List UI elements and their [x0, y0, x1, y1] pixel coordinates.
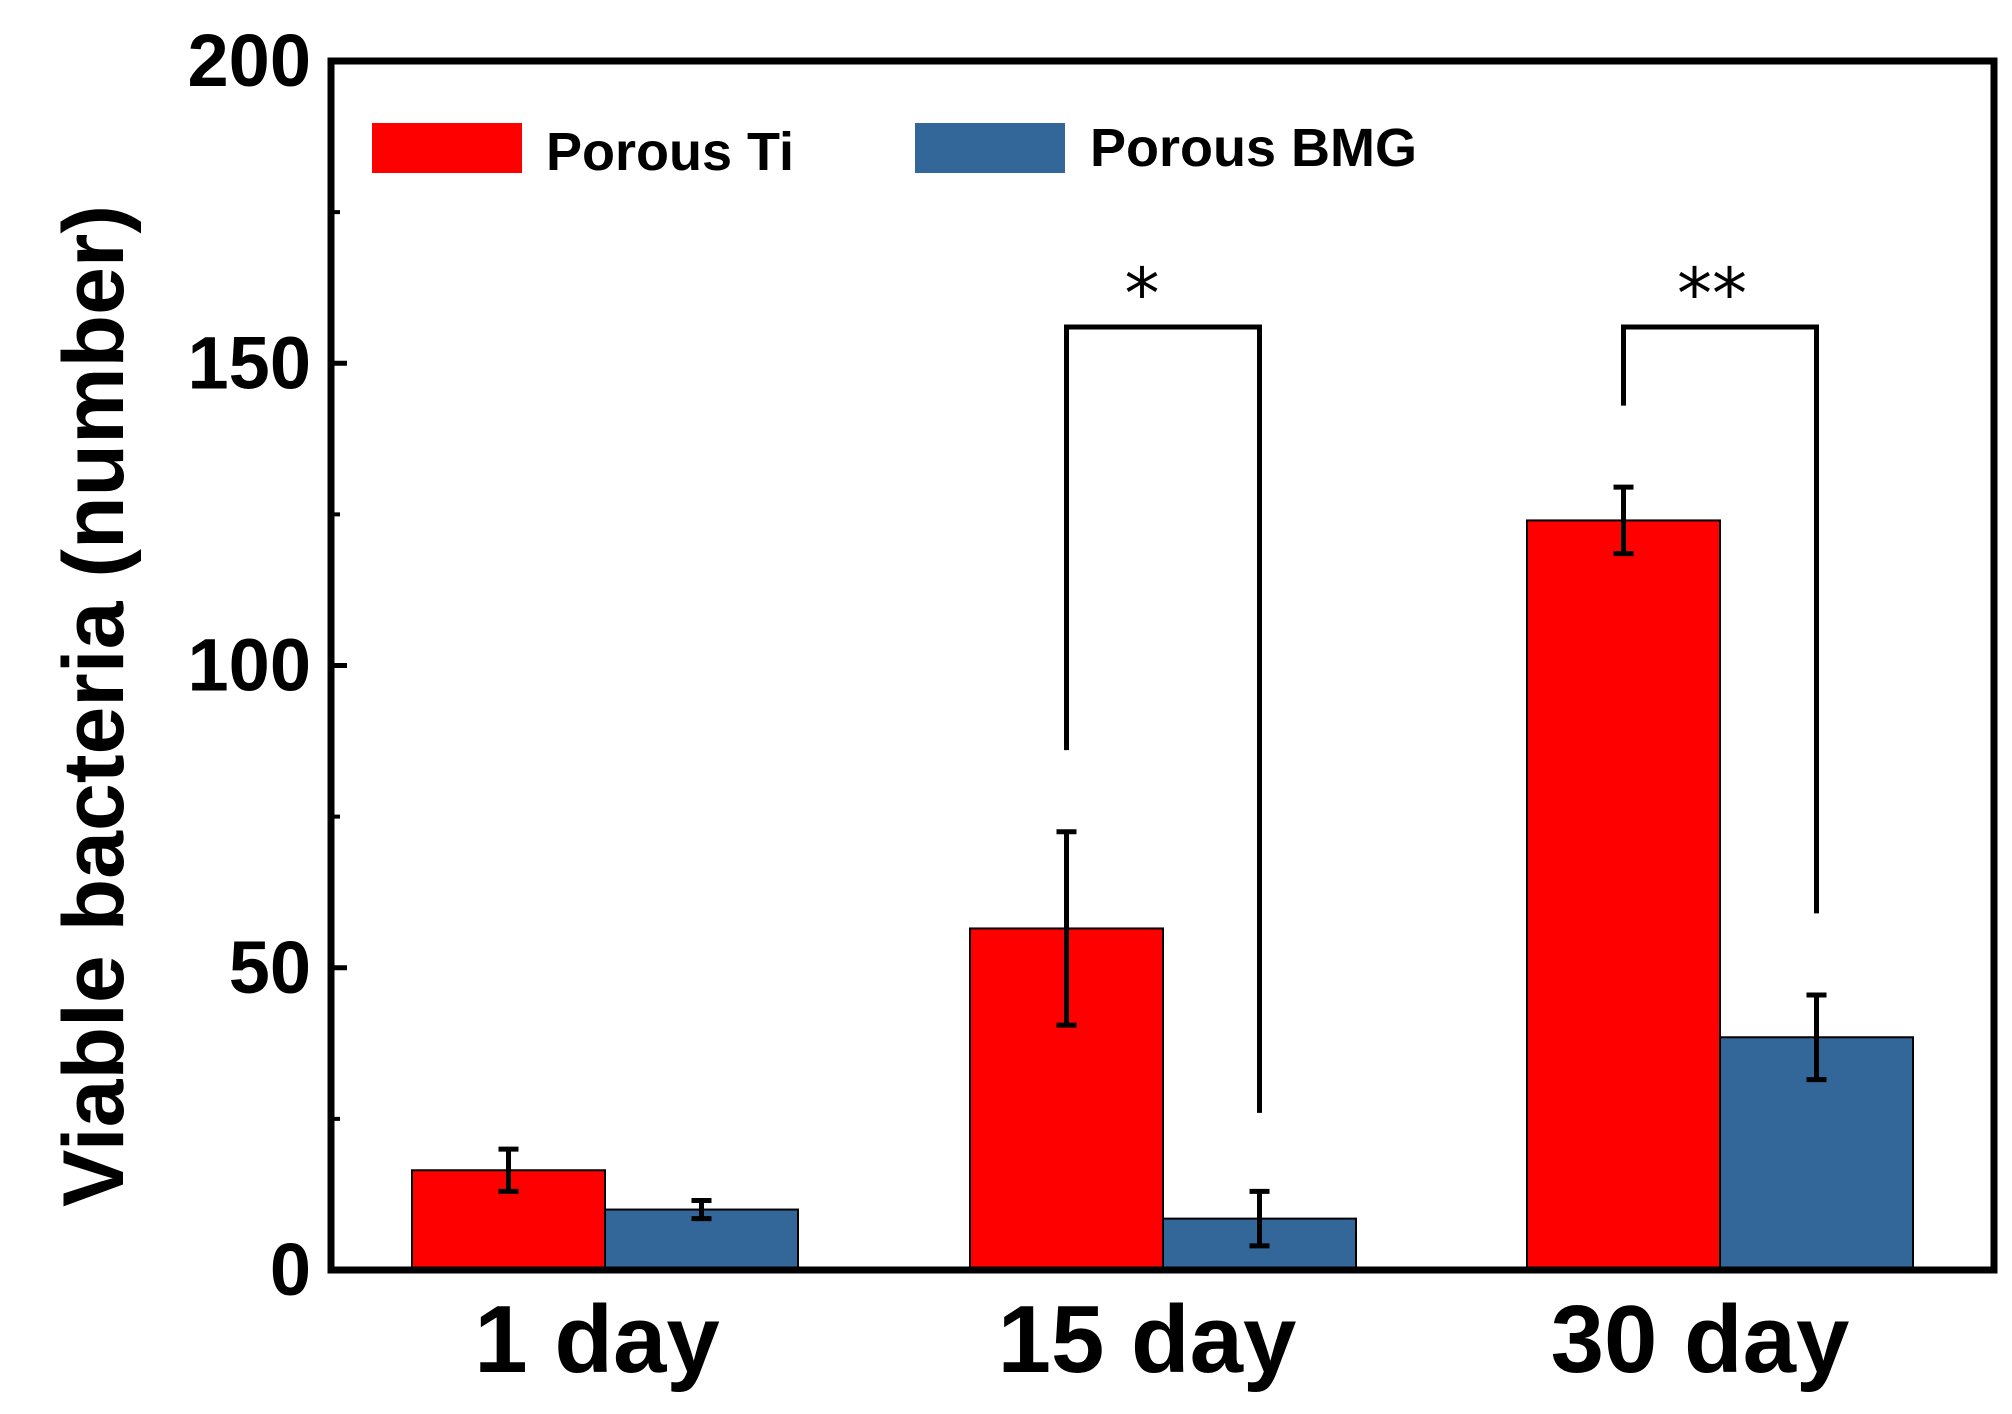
error-bar-porous-ti-1-day — [498, 1146, 519, 1194]
legend-label-porous-bmg: Porous BMG — [1090, 118, 1417, 178]
error-bar-porous-ti-30-day — [1613, 484, 1634, 557]
x-tick-label-1-day: 1 day — [474, 1286, 719, 1393]
y-tick-label-200: 200 — [188, 19, 311, 102]
error-bar-porous-ti-15-day — [1056, 829, 1077, 1028]
plot-frame — [327, 57, 1998, 1274]
significance-bracket-15-day — [1064, 324, 1262, 1113]
error-bar-porous-bmg-30-day — [1806, 992, 1827, 1083]
y-tick-label-100: 100 — [188, 624, 311, 707]
y-tick-label-50: 50 — [229, 926, 311, 1009]
x-tick-label-30-day: 30 day — [1551, 1286, 1850, 1393]
x-tick-label-15-day: 15 day — [998, 1286, 1297, 1393]
significance-label-30-day: ** — [1677, 253, 1747, 335]
significance-label-15-day: * — [1125, 253, 1160, 335]
bar-porous-ti-30-day — [1526, 519, 1721, 1271]
error-bar-porous-bmg-1-day — [691, 1197, 712, 1222]
error-bar-porous-bmg-15-day — [1249, 1188, 1270, 1249]
y-tick-label-0: 0 — [270, 1228, 311, 1311]
significance-bracket-30-day — [1621, 324, 1819, 914]
y-axis-title: Viable bacteria (number) — [46, 205, 142, 1207]
legend-swatch-porous-bmg — [915, 123, 1065, 173]
legend: Porous Ti Porous BMG — [372, 118, 1417, 182]
legend-label-porous-ti: Porous Ti — [546, 122, 794, 182]
plot-area: 0 50 100 150 200 — [188, 19, 1998, 1311]
legend-swatch-porous-ti — [372, 123, 522, 173]
y-tick-label-150: 150 — [188, 321, 311, 404]
